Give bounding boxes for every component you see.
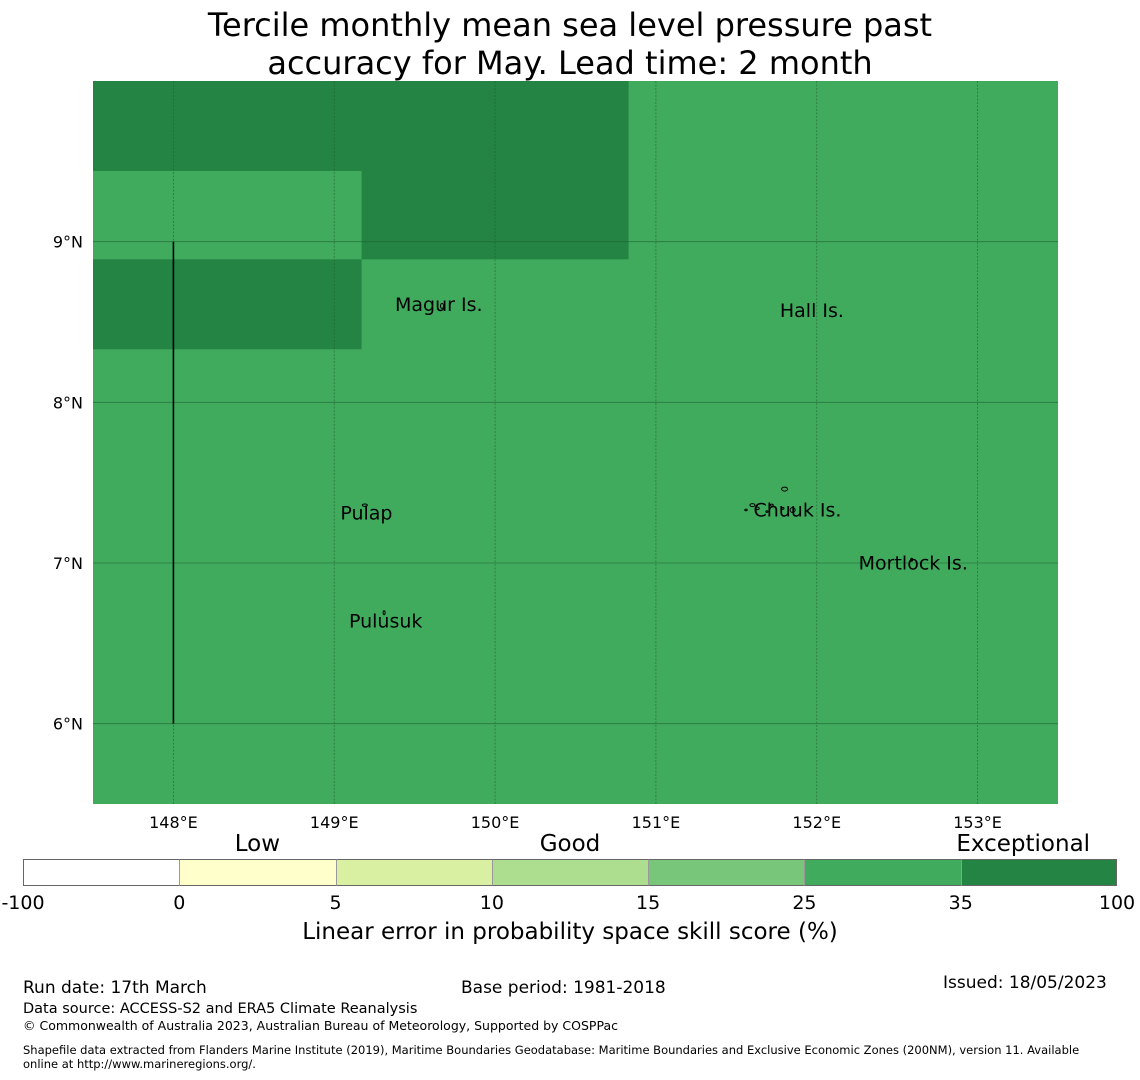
lon-tick-label: 148°E (149, 813, 198, 830)
island-outline (910, 557, 914, 562)
colorbar-swatch (335, 859, 492, 886)
island-outline (361, 503, 368, 507)
colorbar-swatch (648, 859, 805, 886)
chuuk-island-outline (769, 503, 774, 507)
island-outline (382, 610, 386, 616)
colorbar-tick-label: 25 (792, 892, 817, 914)
skill-map[interactable]: Magur Is. Hall Is. Pulap Chuuk Is. Mortlock … (0, 0, 1140, 830)
place-label: Mortlock Is. (859, 552, 968, 574)
colorbar-swatch (23, 859, 180, 886)
place-label: Hall Is. (780, 300, 844, 322)
colorbar-tick-label: 35 (948, 892, 973, 914)
colorbar-category-label: Exceptional (956, 831, 1091, 857)
colorbar-swatch (960, 859, 1117, 886)
lat-tick-label: 7°N (53, 554, 83, 573)
data-source: Data source: ACCESS-S2 and ERA5 Climate … (23, 1001, 418, 1017)
chuuk-island-outline (749, 503, 756, 508)
skill-cell-exceptional (93, 81, 629, 171)
lon-tick-label: 150°E (471, 813, 520, 830)
chart-title: Tercile monthly mean sea level pressure … (0, 6, 1140, 82)
lat-tick-label: 9°N (53, 233, 83, 252)
chuuk-island-outline (744, 508, 748, 512)
chuuk-island-outline (781, 506, 785, 510)
colorbar-title: Linear error in probability space skill … (302, 919, 838, 945)
copyright: © Commonwealth of Australia 2023, Austra… (23, 1018, 618, 1033)
colorbar-swatch (804, 859, 961, 886)
colorbar-category-label: Low (234, 831, 281, 857)
colorbar-tick-label: 5 (329, 892, 342, 914)
lon-tick-label: 152°E (792, 813, 841, 830)
title-line-1: Tercile monthly mean sea level pressure … (207, 6, 933, 44)
chuuk-island-outline (754, 506, 760, 511)
place-label: Chuuk Is. (753, 499, 841, 521)
colorbar-category-label: Good (539, 831, 601, 857)
run-date: Run date: 17th March (23, 978, 207, 998)
place-label: Magur Is. (395, 294, 483, 316)
colorbar-swatch (491, 859, 649, 886)
colorbar-swatch (179, 859, 336, 886)
colorbar-tick-label: 0 (173, 892, 186, 914)
lat-tick-label: 6°N (53, 715, 83, 734)
chuuk-island-outline (781, 486, 789, 492)
skill-cell-exceptional (93, 259, 362, 350)
shapefile-credit-line-1: Shapefile data extracted from Flanders M… (23, 1043, 1080, 1057)
lon-tick-label: 151°E (632, 813, 681, 830)
base-period: Base period: 1981-2018 (461, 978, 666, 998)
colorbar-tick-label: 100 (1098, 892, 1136, 914)
lat-tick-label: 8°N (53, 393, 83, 412)
colorbar-tick-label: 15 (636, 892, 661, 914)
island-outline (440, 302, 445, 309)
colorbar-tick-label: -100 (1, 892, 45, 914)
chuuk-island-outline (765, 510, 769, 513)
lon-tick-label: 153°E (953, 813, 1002, 830)
chuuk-island-outline (789, 506, 796, 513)
issued-date: Issued: 18/05/2023 (943, 973, 1107, 993)
title-line-2: accuracy for May. Lead time: 2 month (267, 44, 873, 82)
shapefile-credit-line-2: online at http://www.marineregions.org/. (23, 1057, 256, 1071)
place-label: Pulap (340, 503, 392, 525)
colorbar-tick-label: 10 (479, 892, 504, 914)
lon-tick-label: 149°E (310, 813, 359, 830)
colorbar (23, 859, 1117, 886)
place-label: Pulusuk (349, 610, 422, 632)
